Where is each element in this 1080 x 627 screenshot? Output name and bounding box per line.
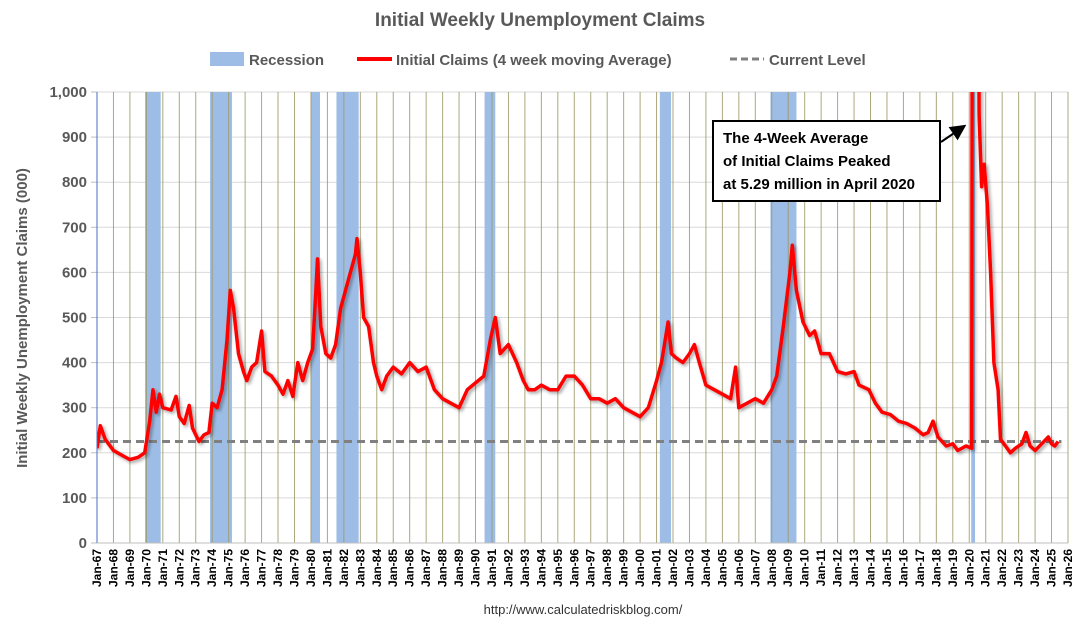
x-tick-label: Jan-13 <box>847 549 861 587</box>
x-tick-label: Jan-77 <box>255 549 269 587</box>
x-tick-label: Jan-10 <box>798 549 812 587</box>
x-tick-label: Jan-00 <box>633 549 647 587</box>
x-tick-label: Jan-82 <box>337 549 351 587</box>
x-tick-label: Jan-91 <box>485 549 499 587</box>
x-tick-label: Jan-96 <box>567 549 581 587</box>
x-tick-label: Jan-89 <box>452 549 466 587</box>
x-tick-label: Jan-75 <box>222 549 236 587</box>
x-tick-label: Jan-01 <box>650 549 664 587</box>
x-tick-label: Jan-84 <box>370 549 384 587</box>
claims-series-line <box>97 92 1060 462</box>
x-tick-label: Jan-87 <box>419 549 433 587</box>
x-tick-label: Jan-92 <box>501 549 515 587</box>
x-tick-label: Jan-73 <box>189 549 203 587</box>
legend-recession-label: Recession <box>249 52 324 69</box>
y-tick-label: 500 <box>62 310 87 327</box>
chart-title: Initial Weekly Unemployment Claims <box>375 10 705 31</box>
x-tick-label: Jan-69 <box>123 549 137 587</box>
x-tick-label: Jan-16 <box>896 549 910 587</box>
x-tick-label: Jan-06 <box>732 549 746 587</box>
x-tick-label: Jan-24 <box>1028 549 1042 587</box>
x-tick-label: Jan-90 <box>469 549 483 587</box>
legend-current-label: Current Level <box>769 52 866 69</box>
x-tick-label: Jan-23 <box>1012 549 1026 587</box>
y-tick-label: 900 <box>62 129 87 146</box>
x-tick-label: Jan-79 <box>287 549 301 587</box>
recession-band <box>210 92 232 543</box>
x-tick-label: Jan-14 <box>864 549 878 587</box>
x-tick-labels: Jan-67 Jan-68 Jan-69 Jan-70 Jan-71 Jan-72 Jan-… <box>90 549 1075 587</box>
x-tick-label: Jan-25 <box>1045 549 1059 587</box>
y-tick-label: 0 <box>79 535 87 552</box>
y-tick-label: 800 <box>62 174 87 191</box>
annotation-line-3: at 5.29 million in April 2020 <box>723 176 915 193</box>
x-tick-label: Jan-78 <box>271 549 285 587</box>
x-tick-label: Jan-88 <box>436 549 450 587</box>
gridlines <box>91 91 1068 544</box>
x-tick-label: Jan-72 <box>172 549 186 587</box>
x-tick-label: Jan-93 <box>518 549 532 587</box>
x-tick-label: Jan-04 <box>699 549 713 587</box>
y-tick-label: 400 <box>62 355 87 372</box>
x-tick-label: Jan-76 <box>238 549 252 587</box>
y-axis-label: Initial Weekly Unemployment Claims (000) <box>14 168 31 468</box>
x-tick-label: Jan-05 <box>715 549 729 587</box>
x-tick-label: Jan-74 <box>205 549 219 587</box>
x-tick-label: Jan-15 <box>880 549 894 587</box>
x-tick-label: Jan-68 <box>106 549 120 587</box>
x-tick-label: Jan-99 <box>617 549 631 587</box>
x-tick-label: Jan-98 <box>600 549 614 587</box>
y-tick-label: 100 <box>62 490 87 507</box>
x-tick-label: Jan-12 <box>831 549 845 587</box>
y-tick-label: 600 <box>62 264 87 281</box>
x-tick-label: Jan-70 <box>139 549 153 587</box>
legend-claims-label: Initial Claims (4 week moving Average) <box>396 52 672 69</box>
y-tick-label: 300 <box>62 400 87 417</box>
x-tick-label: Jan-67 <box>90 549 104 587</box>
x-tick-label: Jan-09 <box>781 549 795 587</box>
annotation-box: The 4-Week Average of Initial Claims Pea… <box>712 120 967 202</box>
y-tick-label: 200 <box>62 445 87 462</box>
x-tick-label: Jan-97 <box>584 549 598 587</box>
y-tick-labels: 0 100 200 300 400 500 600 700 800 900 1,000 <box>49 84 87 552</box>
x-tick-label: Jan-95 <box>551 549 565 587</box>
recession-band <box>659 92 672 543</box>
x-tick-label: Jan-86 <box>403 549 417 587</box>
x-tick-label: Jan-17 <box>913 549 927 587</box>
x-tick-label: Jan-83 <box>353 549 367 587</box>
annotation-line-2: of Initial Claims Peaked <box>723 153 891 170</box>
x-tick-label: Jan-03 <box>682 549 696 587</box>
x-tick-label: Jan-26 <box>1061 549 1075 587</box>
y-tick-label: 700 <box>62 219 87 236</box>
x-tick-label: Jan-94 <box>534 549 548 587</box>
x-tick-label: Jan-85 <box>386 549 400 587</box>
x-tick-label: Jan-71 <box>156 549 170 587</box>
source-url: http://www.calculatedriskblog.com/ <box>484 602 683 617</box>
recession-band <box>484 92 496 543</box>
x-tick-label: Jan-07 <box>748 549 762 587</box>
x-tick-label: Jan-80 <box>304 549 318 587</box>
x-tick-label: Jan-08 <box>765 549 779 587</box>
legend-recession-swatch <box>210 52 244 66</box>
x-tick-label: Jan-18 <box>929 549 943 587</box>
annotation-arrow <box>940 124 967 143</box>
annotation-line-1: The 4-Week Average <box>723 130 868 147</box>
x-tick-label: Jan-20 <box>962 549 976 587</box>
legend: Recession Initial Claims (4 week moving … <box>210 52 866 69</box>
y-tick-label: 1,000 <box>49 84 87 101</box>
x-tick-label: Jan-02 <box>666 549 680 587</box>
x-tick-label: Jan-21 <box>979 549 993 587</box>
x-tick-label: Jan-22 <box>995 549 1009 587</box>
x-tick-label: Jan-19 <box>946 549 960 587</box>
x-tick-label: Jan-11 <box>814 549 828 587</box>
recession-band <box>336 92 359 543</box>
recession-band <box>145 92 161 543</box>
x-tick-label: Jan-81 <box>320 549 334 587</box>
